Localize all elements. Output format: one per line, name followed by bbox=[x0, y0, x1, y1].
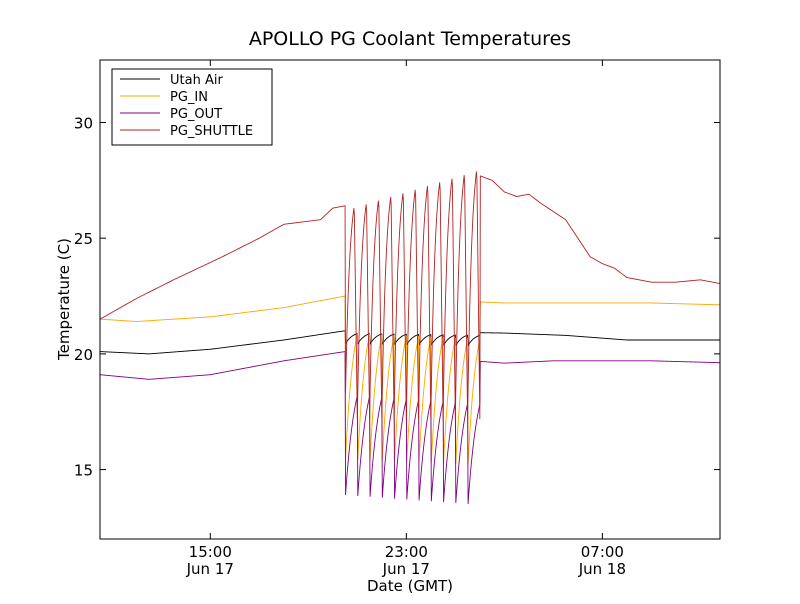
legend: Utah Air PG_IN PG_OUT PG_SHUTTLE bbox=[111, 68, 273, 146]
series-line-pg-in bbox=[99, 295, 721, 466]
x-tick-label-date: Jun 18 bbox=[578, 560, 626, 578]
legend-label: Utah Air bbox=[170, 73, 223, 88]
legend-label: PG_IN bbox=[170, 90, 208, 105]
series-line-pg-out bbox=[99, 351, 721, 505]
x-tick-label-time: 23:00 bbox=[385, 543, 428, 561]
x-tick-label-time: 07:00 bbox=[581, 543, 624, 561]
legend-label: PG_OUT bbox=[170, 107, 222, 122]
y-tick-label: 20 bbox=[74, 346, 93, 364]
y-tick-label: 30 bbox=[74, 114, 93, 132]
plot-series-group bbox=[99, 171, 721, 505]
plot-frame bbox=[99, 59, 721, 540]
legend-box bbox=[111, 68, 273, 146]
y-tick-label: 25 bbox=[74, 230, 93, 248]
legend-label: PG_SHUTTLE bbox=[170, 124, 253, 139]
series-line-pg-shuttle bbox=[99, 171, 721, 420]
series-line-utah-air bbox=[99, 330, 720, 355]
chart-title: APOLLO PG Coolant Temperatures bbox=[249, 28, 571, 50]
x-axis-label: Date (GMT) bbox=[367, 577, 453, 595]
x-tick-label-time: 15:00 bbox=[189, 543, 232, 561]
x-tick-label-date: Jun 17 bbox=[382, 560, 430, 578]
x-tick-label-date: Jun 17 bbox=[186, 560, 234, 578]
y-axis-label: Temperature (C) bbox=[55, 238, 73, 361]
y-axis: 15 20 25 30 bbox=[74, 114, 720, 480]
y-tick-label: 15 bbox=[74, 462, 93, 480]
